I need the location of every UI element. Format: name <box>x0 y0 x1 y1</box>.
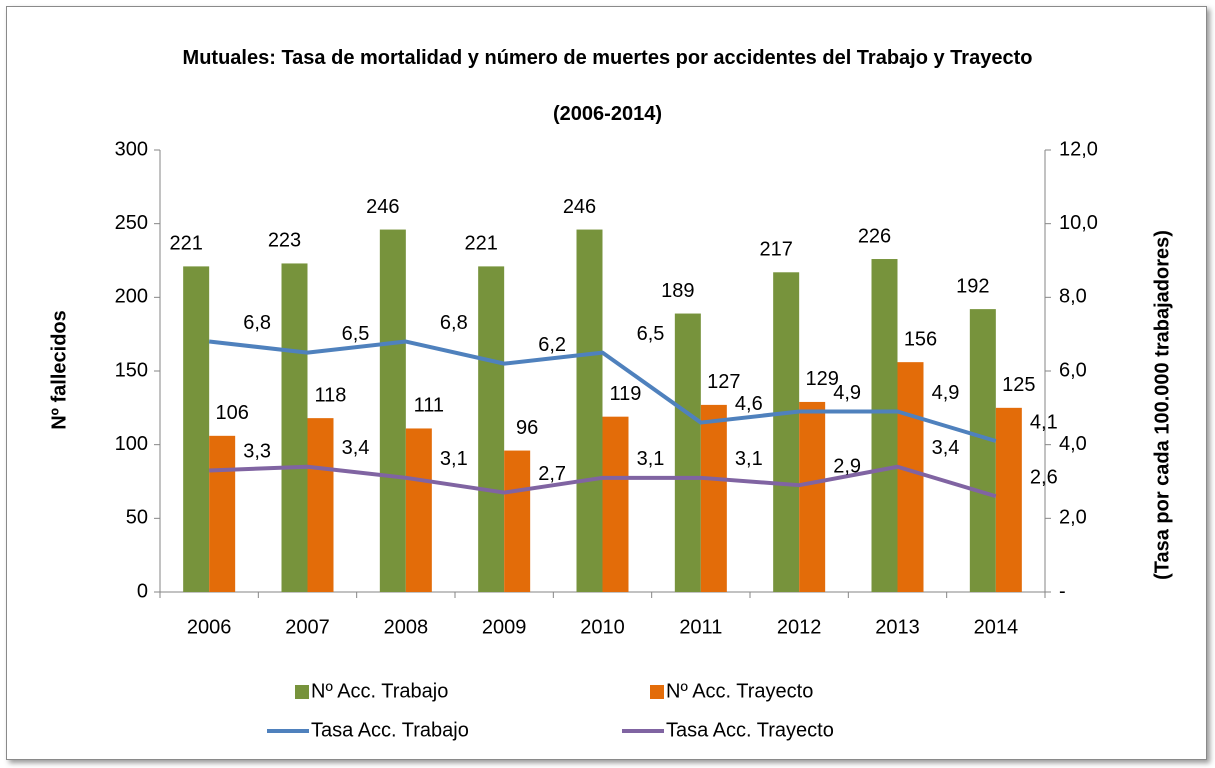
y-tick-label: 300 <box>115 138 148 160</box>
line-value-label: 4,9 <box>833 382 861 404</box>
legend-label: Nº Acc. Trabajo <box>311 680 448 702</box>
line-value-label: 3,4 <box>932 437 960 459</box>
bar-value-label: 129 <box>805 368 838 390</box>
line-value-label: 3,1 <box>637 448 665 470</box>
line-value-label: 6,8 <box>243 312 271 334</box>
bar-value-label: 226 <box>858 225 891 247</box>
chart-title: Mutuales: Tasa de mortalidad y número de… <box>182 47 1033 69</box>
bar <box>405 428 432 592</box>
bar <box>183 266 210 592</box>
bar-value-label: 246 <box>563 196 596 218</box>
y2-tick-label: 12,0 <box>1059 138 1098 160</box>
bar <box>969 309 996 592</box>
legend-swatch <box>295 685 309 699</box>
line-value-label: 3,4 <box>342 437 370 459</box>
x-tick-label: 2014 <box>974 616 1019 638</box>
y2-tick-label: 2,0 <box>1059 507 1087 529</box>
bar-value-label: 189 <box>661 280 694 302</box>
y-tick-label: 50 <box>126 507 148 529</box>
bar <box>576 229 603 592</box>
y2-tick-label: 8,0 <box>1059 286 1087 308</box>
y-tick-label: 250 <box>115 212 148 234</box>
bar <box>379 229 406 592</box>
y-axis-label: Nº fallecidos <box>48 310 70 430</box>
x-tick-label: 2012 <box>777 616 822 638</box>
line-value-label: 4,1 <box>1030 411 1058 433</box>
bar <box>281 263 308 592</box>
bar-value-label: 156 <box>904 328 937 350</box>
line-value-label: 2,9 <box>833 455 861 477</box>
line-value-label: 6,5 <box>342 323 370 345</box>
bar-value-label: 127 <box>707 371 740 393</box>
x-tick-label: 2007 <box>285 616 330 638</box>
bar-value-label: 96 <box>516 417 538 439</box>
bar <box>773 272 800 592</box>
legend-swatch <box>650 685 664 699</box>
y-tick-label: 100 <box>115 433 148 455</box>
y-tick-label: 200 <box>115 286 148 308</box>
bar-value-label: 221 <box>169 233 202 255</box>
y2-tick-label: 6,0 <box>1059 359 1087 381</box>
bar <box>674 313 701 592</box>
bar <box>307 418 334 592</box>
x-tick-label: 2010 <box>580 616 625 638</box>
line-value-label: 4,9 <box>932 382 960 404</box>
bar <box>478 266 505 592</box>
legend-label: Tasa Acc. Trabajo <box>311 719 469 741</box>
x-tick-label: 2009 <box>482 616 527 638</box>
legend-label: Nº Acc. Trayecto <box>666 680 813 702</box>
line <box>208 339 997 443</box>
bar <box>799 401 826 592</box>
line-value-label: 3,1 <box>735 448 763 470</box>
y-tick-label: 150 <box>115 359 148 381</box>
y2-tick-label: - <box>1059 580 1066 602</box>
bar-value-label: 246 <box>366 196 399 218</box>
line-value-label: 2,7 <box>538 463 566 485</box>
bar-value-label: 118 <box>315 384 347 406</box>
line-value-label: 3,3 <box>243 441 271 463</box>
bar <box>504 450 531 592</box>
y2-tick-label: 10,0 <box>1059 212 1098 234</box>
line-value-label: 2,6 <box>1030 467 1058 489</box>
x-tick-label: 2013 <box>875 616 920 638</box>
x-tick-label: 2011 <box>679 616 722 638</box>
bar-value-label: 221 <box>464 233 497 255</box>
bar-value-label: 119 <box>610 383 642 405</box>
chart-subtitle: (2006-2014) <box>553 103 662 125</box>
y2-tick-label: 4,0 <box>1059 433 1087 455</box>
bar-value-label: 111 <box>414 395 444 417</box>
bar-value-label: 217 <box>759 239 792 261</box>
bar <box>871 259 898 592</box>
y-tick-label: 0 <box>137 580 148 602</box>
line-value-label: 6,8 <box>440 312 468 334</box>
legend-label: Tasa Acc. Trayecto <box>666 719 834 741</box>
x-tick-label: 2006 <box>187 616 232 638</box>
line <box>209 464 997 499</box>
bar <box>602 416 629 592</box>
bar <box>995 407 1022 592</box>
bar-value-label: 223 <box>268 230 301 252</box>
line-value-label: 6,5 <box>637 323 665 345</box>
line-value-label: 6,2 <box>538 334 566 356</box>
x-tick-label: 2008 <box>384 616 429 638</box>
bar-value-label: 106 <box>215 402 248 424</box>
bar-value-label: 125 <box>1002 374 1035 396</box>
line-value-label: 3,1 <box>440 448 468 470</box>
bar <box>209 435 236 592</box>
bar <box>897 362 924 592</box>
line-value-label: 4,6 <box>735 393 763 415</box>
bar <box>700 404 727 592</box>
bar-value-label: 192 <box>956 275 989 297</box>
y2-axis-label: (Tasa por cada 100.000 trabajadores) <box>1151 230 1173 580</box>
